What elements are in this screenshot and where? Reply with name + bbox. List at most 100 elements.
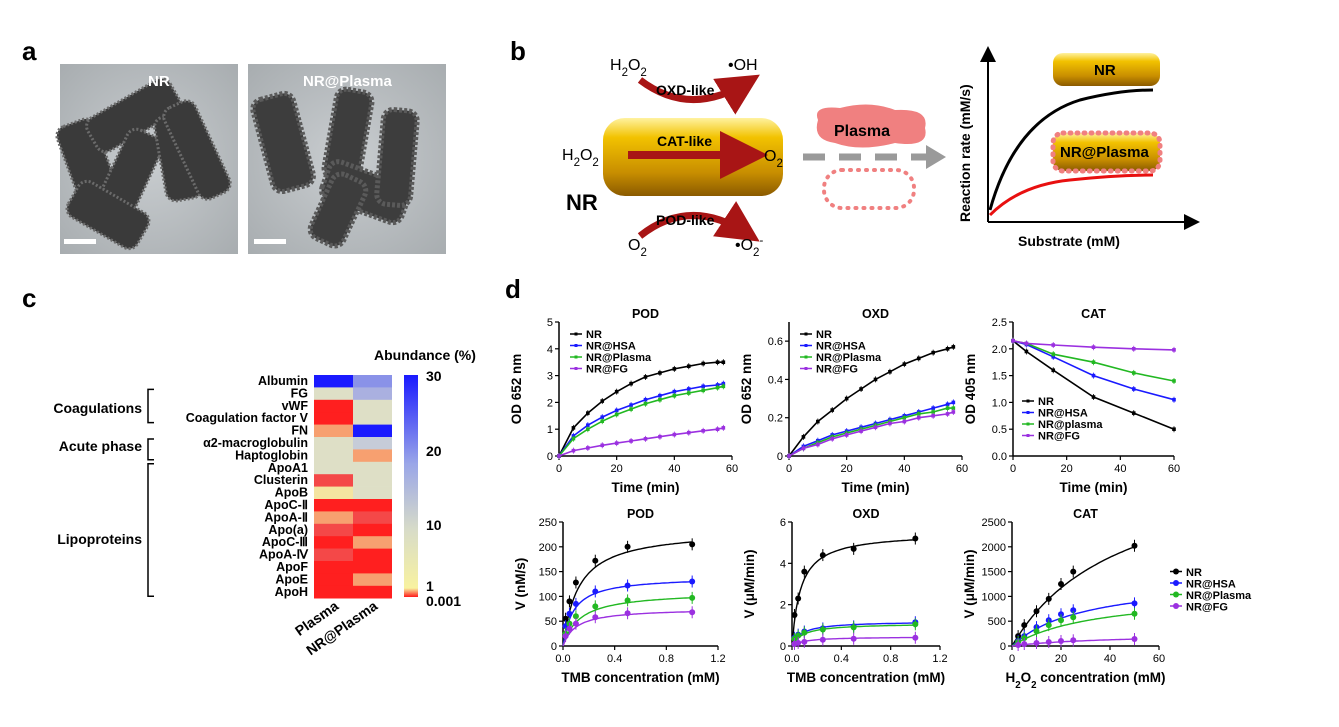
group-label: Coagulations [53,400,142,416]
legend-marker [1173,591,1179,598]
x-tick-label: 40 [1114,463,1126,475]
colorbar-tick-label: 20 [426,443,442,459]
legend-marker [1173,603,1179,609]
nr-plasma-rod-icon [1050,130,1163,174]
series-line [558,382,724,457]
group-bracket [147,463,154,597]
data-point [1021,641,1028,648]
y-tick-label: 2500 [982,517,1006,529]
y-tick-label: 4 [780,558,786,570]
heatmap-row-label: Coagulation factor V [186,411,309,425]
chart-pod-kinetics: 0.0 0.4 0.8 1.2 0 50 100 150 200 250 POD TMB concen… [513,507,726,685]
nr-plasma-curve [988,173,1154,217]
data-point [572,620,579,627]
x-tick-label: 0 [786,463,792,475]
series-line [558,361,724,457]
y-tick-label: 0.5 [992,424,1007,436]
y-tick-label: 1.0 [992,397,1007,409]
heatmap-row-label: ApoA-Ⅳ [259,548,309,562]
plasma-label: Plasma [834,123,890,140]
chart-title: POD [632,307,659,321]
schematic: H2O2 •OH OXD-like H2O2 CAT-like O2 NR PO… [562,46,1200,259]
scale-bar [254,239,286,244]
data-point [562,633,569,640]
legend-marker [574,332,578,336]
data-point [689,578,696,585]
heatmap-cell [314,499,353,512]
legend-marker [804,367,808,370]
panel-label-a: a [22,36,37,66]
data-point [819,552,826,559]
heatmap-cell [353,548,392,562]
legend-marker [574,355,578,359]
fit-curve [1011,613,1135,647]
data-point [801,638,808,645]
data-point [689,541,696,548]
data-point [592,557,599,564]
data-point [1045,622,1052,629]
pod-arrow [637,201,760,242]
heatmap-cell [353,536,392,549]
x-tick-label: 0 [1010,463,1016,475]
data-point [912,621,919,628]
nr-curve [988,88,1154,211]
tem-image-nr: NR [55,64,238,254]
heatmap-row-label: ApoA1 [268,461,308,475]
y-tick-label: 0 [1000,641,1006,653]
y-tick-label: 1 [547,424,553,436]
chart-title: OXD [852,507,879,521]
y-tick-label: 3 [547,371,553,383]
heatmap-cell [314,375,353,388]
data-point [624,582,631,589]
series-line [1012,340,1175,351]
heatmap-cell [314,523,353,537]
y-tick-label: 250 [539,517,557,529]
pod-like-label: POD-like [656,212,715,228]
data-point [566,625,573,632]
y-tick-label: 0.2 [768,413,783,425]
data-point [1058,617,1064,624]
heatmap-cell [353,499,392,512]
data-point [912,634,919,641]
scale-bar [64,239,96,244]
legend-label: NR [586,329,602,341]
legend-label: NR@Plasma [816,352,882,364]
data-point [592,588,599,595]
legend-marker [804,355,808,359]
data-point [1015,642,1022,649]
colorbar-tick-label: 10 [426,517,442,533]
y-tick-label: 0 [551,641,557,653]
dashed-arrow [803,145,946,169]
legend-label: NR [816,329,832,341]
heatmap-row-label: ApoC-Ⅲ [262,535,308,549]
legend-marker [1026,411,1030,414]
heatmap-cell [314,573,353,587]
chart-title: POD [627,507,654,521]
data-point [566,598,573,605]
data-point [850,635,857,642]
legend-label: NR@plasma [1038,419,1103,431]
data-point [795,595,802,602]
superoxide-label: •O2- [735,235,763,259]
group-bracket [147,388,154,424]
y-tick-label: 4 [547,344,553,356]
data-point [689,609,696,616]
y-axis-label: OD 652 nm [739,354,754,425]
heatmap-cell [353,412,392,425]
nr-label: NR [566,190,598,215]
y-tick-label: 50 [545,616,557,628]
data-point [624,610,631,617]
fit-curve [562,541,693,647]
legend-label: NR@FG [586,364,628,376]
data-point [801,568,808,575]
heatmap-cell [353,511,392,525]
heatmap-row-label: ApoH [275,585,308,599]
heatmap-cell [353,387,392,401]
data-point [795,632,802,639]
x-tick-label: 0 [1009,653,1015,665]
heatmap-row-label: ApoC-Ⅱ [264,498,308,512]
y-tick-label: 0.4 [768,374,783,386]
oxd-like-label: OXD-like [656,82,715,98]
